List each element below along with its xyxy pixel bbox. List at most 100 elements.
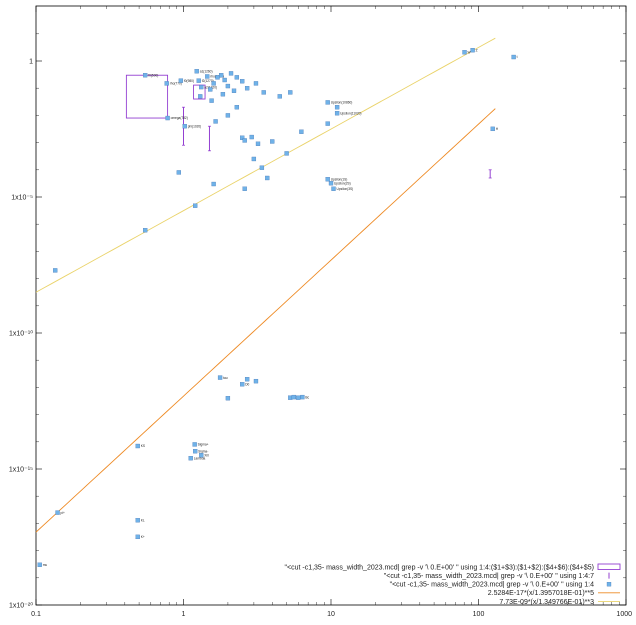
data-point: [299, 129, 304, 134]
fit-line-power3: [35, 37, 496, 293]
x-tick-label: 100: [473, 611, 485, 618]
point-label: pi+: [61, 511, 65, 515]
data-point: [228, 71, 234, 76]
errorbar-series: [182, 106, 492, 179]
y-tick-label: 1x10⁻¹⁵: [9, 467, 33, 474]
data-point: [334, 111, 340, 116]
point-label: f0(500): [148, 73, 158, 77]
fit-lines: [35, 37, 496, 533]
data-point: [259, 165, 265, 170]
data-point: [240, 382, 245, 387]
data-point: [328, 181, 334, 186]
point-label: W: [468, 50, 471, 54]
legend: "<cut -c1,35- mass_width_2023.mcd| grep …: [285, 563, 621, 606]
data-point: [165, 115, 170, 121]
data-point: [334, 105, 340, 110]
x-tick-label: 0.1: [31, 611, 41, 618]
fit-line-power5: [35, 108, 496, 533]
data-point: [255, 141, 261, 146]
legend-label: 7.73E-09*(x/1.349766E-01)**3: [499, 599, 594, 606]
data-point: [192, 442, 197, 447]
data-point: [135, 518, 140, 523]
data-point: [325, 100, 330, 105]
point-label: a1(1260): [200, 69, 213, 73]
data-point: [242, 186, 247, 191]
x-tick-label: 1000: [616, 611, 632, 618]
data-point: [270, 139, 275, 144]
data-point: [182, 124, 187, 129]
data-point: [244, 377, 250, 382]
data-point: [222, 77, 227, 83]
point-label: Z: [476, 48, 478, 52]
data-point: [199, 84, 204, 90]
data-point: [253, 378, 259, 384]
data-point: [198, 94, 203, 99]
data-point: [325, 177, 330, 182]
data-point: [37, 562, 42, 567]
data-point: [325, 121, 330, 126]
legend-sample: [606, 582, 612, 587]
legend-label: "<cut -c1,35- mass_width_2023.mcd| grep …: [285, 564, 594, 571]
point-label: KL: [141, 519, 145, 523]
point-label: rho(770): [170, 82, 182, 86]
data-point: [225, 396, 231, 401]
data-point: [143, 228, 148, 233]
point-label: phi(1020): [188, 124, 201, 128]
legend-label: "<cut -c1,35- mass_width_2023.mcd| grep …: [384, 573, 594, 580]
data-point: [211, 81, 216, 86]
x-tick-label: 10: [327, 611, 335, 618]
point-label: K+: [141, 535, 145, 539]
data-point: [331, 186, 336, 191]
y-tick-label: 1x10⁻¹⁰: [9, 330, 33, 338]
data-point: [234, 105, 240, 110]
data-point: [178, 78, 184, 83]
data-point: [253, 81, 259, 86]
data-point: [291, 394, 297, 400]
data-point: [300, 394, 305, 400]
plot-frame: [35, 5, 627, 606]
point-label: D0: [245, 383, 249, 387]
point-label: Upsilon(10860): [331, 101, 353, 105]
data-point: [219, 73, 224, 78]
data-point: [193, 203, 198, 208]
data-point: [196, 78, 201, 83]
data-point: [176, 170, 182, 175]
point-label: t: [517, 55, 518, 59]
data-point: [53, 268, 58, 273]
point-label: Upsilon(2S): [334, 181, 351, 185]
point-label: mu: [43, 563, 48, 567]
point-label: omega(782): [171, 116, 188, 120]
point-label: Xi0: [204, 453, 209, 457]
legend-sample: [597, 563, 621, 570]
data-point: [225, 113, 231, 118]
data-point: [211, 181, 216, 187]
axis-ticks: 0.1 1 10 100 1000 1 1x10⁻⁵ 1x10⁻¹⁰ 1x10⁻¹⁵ 1x10⁻²…: [9, 6, 632, 618]
data-point: [240, 135, 245, 140]
legend-label: "<cut -c1,35- mass_width_2023.mcd| grep …: [390, 582, 595, 589]
point-label: Upsilon(11020): [340, 111, 361, 115]
point-label: tau: [223, 376, 228, 380]
y-tick-label: 1x10⁻⁵: [11, 195, 33, 202]
y-tick-label: 1x10⁻²⁰: [9, 602, 33, 610]
error-box: [125, 74, 169, 119]
data-point: [143, 73, 148, 78]
data-point: [284, 151, 289, 156]
data-point: [193, 449, 198, 454]
data-point: [209, 98, 214, 103]
point-series: f0(500) rho(770) omega(782) f0(980) phi(1020…: [37, 48, 518, 567]
data-point: [240, 79, 245, 84]
point-label: f0(980): [184, 79, 194, 83]
data-point: [462, 50, 467, 55]
data-point: [217, 375, 223, 380]
data-point: [277, 94, 282, 99]
data-point: [55, 510, 60, 515]
data-point: [194, 69, 199, 74]
data-point: [188, 456, 193, 461]
point-label: a2(1320): [204, 85, 217, 89]
point-label: Lambda: [194, 456, 206, 460]
x-tick-label: 1: [182, 611, 186, 618]
data-point: [135, 534, 140, 540]
legend-label: 2.5284E-17*(x/1.3957018E-01)**5: [488, 590, 594, 597]
point-label: Upsilon(3S): [337, 187, 354, 191]
